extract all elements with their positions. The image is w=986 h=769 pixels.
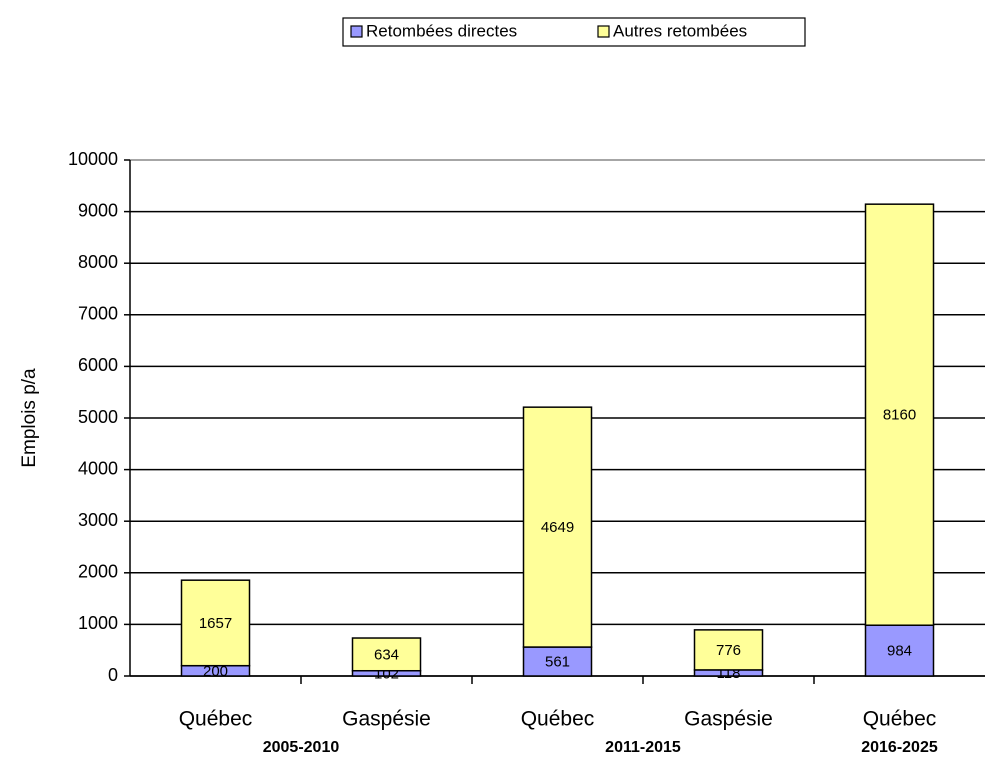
data-label: 561 [545, 653, 570, 670]
data-label: 634 [374, 646, 399, 663]
group-label: 2011-2015 [605, 739, 681, 756]
x-tick-label: Gaspésie [684, 708, 773, 731]
y-tick-label: 1000 [78, 613, 118, 633]
data-label: 4649 [541, 519, 574, 536]
x-tick-label: Gaspésie [342, 708, 431, 731]
y-tick-label: 4000 [78, 458, 118, 478]
legend-swatch [350, 25, 363, 38]
y-tick-label: 2000 [78, 562, 118, 582]
legend-swatch [597, 25, 610, 38]
legend-box [342, 17, 806, 47]
data-label: 984 [887, 643, 912, 660]
bar-segment [864, 624, 935, 677]
data-label: 8160 [883, 407, 916, 424]
legend-label: Retombées directes [366, 21, 517, 40]
group-label: 2005-2010 [263, 739, 340, 756]
y-tick-label: 9000 [78, 200, 118, 220]
y-tick-label: 6000 [78, 355, 118, 375]
bar-segment [351, 637, 422, 672]
x-tick-label: Québec [521, 708, 595, 731]
bar-segment [693, 629, 764, 671]
y-axis-label: Emplois p/a [19, 368, 40, 468]
bar-segment [522, 646, 593, 677]
group-label: 2016-2025 [861, 739, 938, 756]
y-tick-label: 7000 [78, 304, 118, 324]
y-tick-label: 0 [108, 665, 118, 685]
legend-label: Autres retombées [613, 21, 747, 40]
y-tick-label: 10000 [68, 149, 118, 169]
data-label: 776 [716, 642, 741, 659]
x-tick-label: Québec [179, 708, 253, 731]
data-label: 1657 [199, 615, 232, 632]
y-tick-label: 5000 [78, 407, 118, 427]
data-label: 200 [203, 663, 228, 680]
bar-segment [180, 579, 251, 667]
bar-segment [522, 406, 593, 648]
x-tick-label: Québec [863, 708, 937, 731]
bar-segment [864, 203, 935, 626]
y-tick-label: 8000 [78, 252, 118, 272]
y-tick-label: 3000 [78, 510, 118, 530]
